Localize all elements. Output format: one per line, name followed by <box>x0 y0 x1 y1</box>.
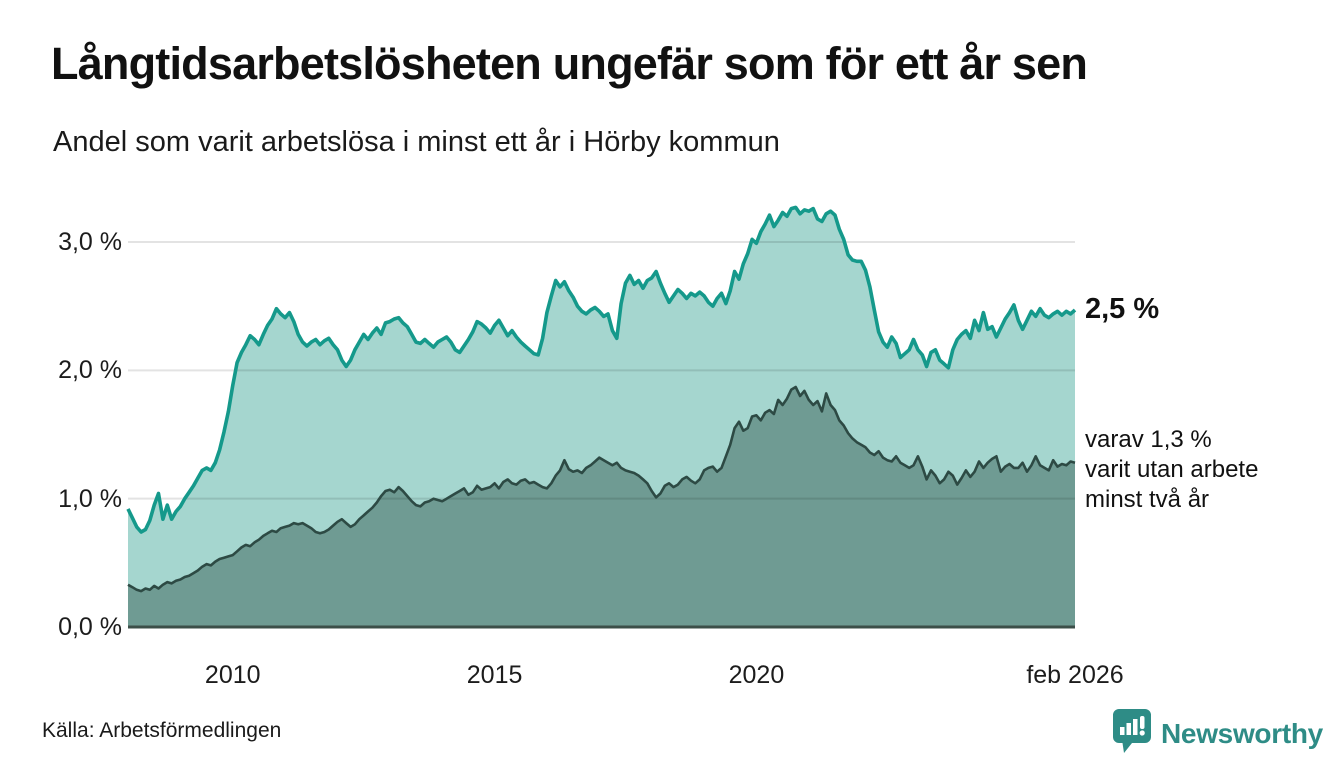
x-axis-tick-2020: 2020 <box>728 661 785 689</box>
page-title: Långtidsarbetslösheten ungefär som för e… <box>51 38 1088 89</box>
y-axis-tick-3: 3,0 % <box>58 228 122 256</box>
y-axis-tick-1: 1,0 % <box>58 484 122 513</box>
chart-subtitle: Andel som varit arbetslösa i minst ett å… <box>53 126 780 158</box>
newsworthy-bubble-chart-icon <box>1112 708 1152 759</box>
newsworthy-wordmark: Newsworthy <box>1161 717 1323 749</box>
x-axis-tick-feb-2026: feb 2026 <box>1026 661 1124 689</box>
y-axis-tick-2: 2,0 % <box>58 356 122 385</box>
y-axis-tick-0: 0,0 % <box>58 613 122 641</box>
x-axis-tick-2010: 2010 <box>204 661 261 689</box>
source-note: Källa: Arbetsförmedlingen <box>42 719 282 742</box>
series2-end-label: varav 1,3 % varit utan arbete minst två … <box>1085 425 1259 513</box>
series1-end-label: 2,5 % <box>1085 293 1160 326</box>
newsworthy-logo: Newsworthy <box>1112 708 1323 759</box>
x-axis-tick-2015: 2015 <box>466 661 523 689</box>
